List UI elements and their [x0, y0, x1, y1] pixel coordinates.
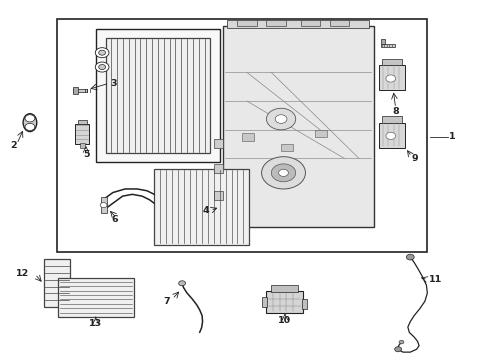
Bar [329, 21, 348, 26]
Bar [222, 26, 373, 226]
Circle shape [394, 347, 401, 352]
Text: 10: 10 [278, 316, 291, 325]
Bar [266, 21, 285, 26]
Circle shape [25, 123, 35, 131]
Bar [73, 89, 87, 92]
Text: 7: 7 [163, 297, 170, 306]
Circle shape [99, 64, 105, 69]
Bar [380, 44, 394, 47]
Circle shape [275, 115, 286, 123]
Text: 1: 1 [448, 132, 455, 141]
Bar [300, 21, 320, 26]
Bar [242, 134, 254, 140]
Bar [57, 19, 427, 252]
Circle shape [261, 157, 305, 189]
Bar [227, 21, 368, 28]
Bar [213, 139, 222, 148]
Bar [213, 164, 222, 173]
Circle shape [100, 203, 107, 208]
Text: 5: 5 [82, 150, 89, 159]
Circle shape [398, 340, 403, 344]
Text: 8: 8 [391, 107, 398, 116]
Circle shape [385, 132, 395, 139]
Circle shape [178, 281, 185, 286]
Bar [381, 59, 401, 65]
Bar [266, 291, 303, 313]
Circle shape [266, 108, 295, 130]
Circle shape [95, 62, 109, 72]
Circle shape [406, 254, 413, 260]
Text: 11: 11 [428, 275, 441, 284]
Bar [80, 143, 84, 148]
Circle shape [99, 50, 105, 55]
Bar [73, 87, 78, 94]
Bar [43, 259, 70, 307]
Bar [154, 169, 249, 244]
Bar [96, 30, 220, 162]
Bar [378, 123, 405, 148]
Bar [378, 65, 405, 90]
Text: 3: 3 [110, 79, 117, 88]
Bar [58, 278, 134, 317]
Bar [301, 299, 307, 309]
Bar [281, 144, 293, 151]
Bar [105, 39, 210, 153]
Text: 12: 12 [16, 269, 29, 278]
Bar [213, 191, 222, 200]
Circle shape [271, 164, 295, 182]
Text: 2: 2 [10, 141, 17, 150]
Circle shape [25, 115, 35, 122]
Ellipse shape [23, 114, 37, 132]
Bar [101, 197, 106, 213]
Circle shape [95, 48, 109, 58]
Bar [315, 130, 327, 137]
Bar [271, 285, 298, 292]
Bar [261, 297, 267, 307]
Bar [75, 125, 89, 144]
Text: 9: 9 [411, 154, 418, 163]
Bar [78, 120, 86, 125]
Circle shape [278, 169, 288, 176]
Bar [237, 21, 256, 26]
Text: 4: 4 [203, 206, 209, 215]
Bar [381, 116, 401, 123]
Text: 13: 13 [89, 319, 102, 328]
Text: 6: 6 [112, 215, 118, 224]
Circle shape [385, 75, 395, 82]
Bar [380, 39, 384, 44]
